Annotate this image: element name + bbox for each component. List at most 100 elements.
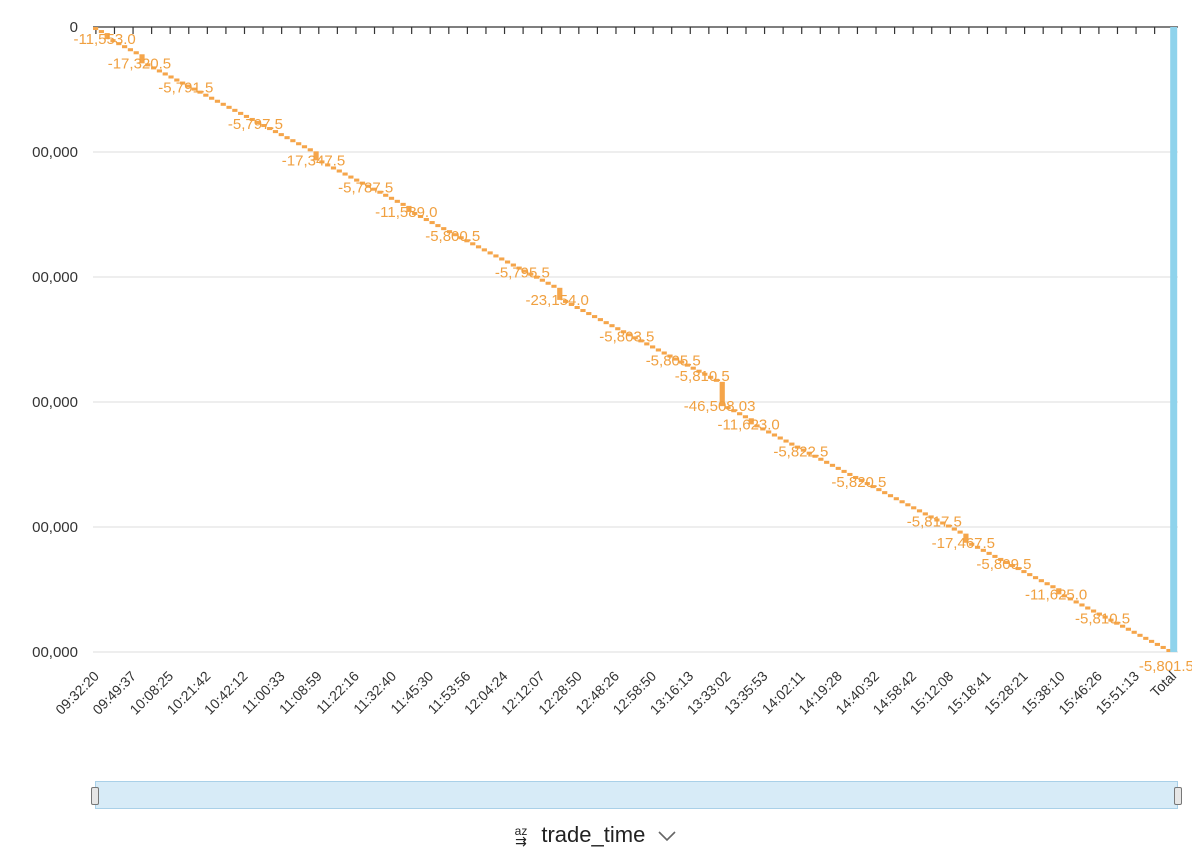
y-tick-label: 00,000 bbox=[32, 644, 78, 661]
x-axis-tick-labels: 09:32:2009:49:3710:08:2510:21:4210:42:12… bbox=[52, 668, 1179, 718]
waterfall-bar bbox=[528, 272, 534, 276]
waterfall-bar bbox=[371, 187, 377, 191]
waterfall-bar bbox=[162, 72, 168, 76]
waterfall-bar bbox=[1009, 563, 1015, 568]
data-label: -5,795.5 bbox=[495, 265, 550, 282]
waterfall-bar bbox=[278, 133, 284, 137]
waterfall-bar bbox=[864, 482, 870, 486]
waterfall-bar bbox=[806, 451, 812, 455]
waterfall-bar bbox=[574, 305, 580, 310]
waterfall-bar bbox=[301, 145, 308, 149]
waterfall-bar bbox=[998, 557, 1004, 561]
data-label: -17,347.5 bbox=[282, 152, 345, 169]
waterfall-bar bbox=[771, 433, 778, 437]
waterfall-bar bbox=[1131, 630, 1137, 634]
chevron-down-icon[interactable] bbox=[657, 830, 677, 842]
waterfall-bar bbox=[1067, 597, 1073, 601]
waterfall-bar bbox=[516, 266, 522, 270]
waterfall-bar bbox=[1108, 618, 1114, 622]
y-tick-label: 0 bbox=[70, 19, 78, 36]
data-label: -5,800.5 bbox=[425, 228, 480, 245]
waterfall-bar bbox=[650, 345, 656, 349]
waterfall-bar bbox=[1143, 636, 1149, 640]
total-bar bbox=[1170, 27, 1178, 652]
waterfall-bar bbox=[1021, 570, 1027, 574]
waterfall-bar bbox=[470, 242, 476, 246]
waterfall-bar bbox=[458, 236, 464, 240]
waterfall-bar bbox=[197, 90, 203, 94]
range-slider-right-handle[interactable] bbox=[1174, 787, 1182, 805]
waterfall-bar bbox=[731, 409, 737, 413]
waterfall-bar bbox=[679, 360, 685, 364]
waterfall-bar bbox=[127, 48, 134, 52]
data-labels: -11,553.0 -17,320.5 -5,791.5 -5,797.5 -17,34… bbox=[73, 31, 1192, 675]
waterfall-bar bbox=[191, 87, 197, 91]
data-label: -46,508.03 bbox=[684, 398, 756, 415]
waterfall-bar bbox=[1154, 642, 1160, 646]
waterfall-bar bbox=[632, 336, 638, 340]
waterfall-bar bbox=[957, 530, 963, 534]
waterfall-bar bbox=[992, 554, 998, 558]
waterfall-bar bbox=[1160, 645, 1166, 649]
waterfall-bar bbox=[760, 427, 766, 431]
data-label: -11,589.0 bbox=[375, 204, 437, 221]
range-slider[interactable] bbox=[91, 781, 1182, 809]
data-label: -5,817.5 bbox=[907, 513, 962, 530]
data-label: -5,822.5 bbox=[773, 444, 828, 461]
waterfall-bar bbox=[441, 227, 447, 231]
waterfall-bar bbox=[487, 251, 493, 255]
field-selector[interactable]: az ⇉ trade_time bbox=[0, 822, 1192, 848]
data-label: -5,797.5 bbox=[228, 116, 283, 133]
waterfall-bar bbox=[644, 342, 650, 346]
waterfall-bar bbox=[133, 51, 139, 55]
y-tick-label: 00,000 bbox=[32, 269, 78, 286]
waterfall-bar bbox=[882, 491, 888, 495]
waterfall-bar bbox=[446, 230, 453, 234]
waterfall-bar bbox=[609, 324, 615, 328]
waterfall-bar bbox=[185, 84, 192, 88]
waterfall-bar bbox=[1044, 582, 1050, 586]
waterfall-bar bbox=[93, 27, 99, 31]
waterfall-bar bbox=[510, 263, 516, 267]
waterfall-bar bbox=[783, 439, 789, 443]
waterfall-bar bbox=[841, 469, 847, 473]
waterfall-bar bbox=[603, 321, 609, 325]
waterfall-bar bbox=[1090, 609, 1097, 613]
waterfall-bar bbox=[1125, 627, 1131, 631]
waterfall-bar bbox=[789, 442, 795, 446]
waterfall-bar bbox=[911, 506, 917, 510]
waterfall-bar bbox=[1102, 615, 1108, 619]
x-axis bbox=[93, 26, 1178, 34]
data-label: -17,320.5 bbox=[108, 55, 171, 72]
waterfall-bar bbox=[586, 312, 592, 316]
waterfall-bar bbox=[818, 457, 824, 461]
waterfall-bar bbox=[1003, 560, 1010, 564]
waterfall-bar bbox=[708, 375, 714, 379]
waterfall-bar bbox=[255, 120, 261, 125]
waterfall-bar bbox=[557, 287, 563, 300]
waterfall-bar bbox=[829, 463, 836, 467]
data-label: -5,805.5 bbox=[646, 353, 701, 370]
waterfall-bar bbox=[394, 199, 400, 203]
waterfall-bar bbox=[330, 166, 337, 170]
waterfall-bar bbox=[615, 327, 621, 331]
waterfall-bar bbox=[272, 130, 279, 134]
waterfall-bar bbox=[493, 254, 499, 258]
waterfall-bar bbox=[690, 366, 696, 370]
waterfall-bar bbox=[655, 348, 662, 352]
data-label: -17,467.5 bbox=[932, 535, 995, 552]
waterfall-bar bbox=[795, 445, 801, 449]
az-sort-icon[interactable]: az ⇉ bbox=[514, 824, 528, 850]
waterfall-bar bbox=[151, 66, 157, 70]
data-label: -5,801.5 bbox=[1139, 658, 1192, 675]
waterfall-bar bbox=[922, 512, 928, 516]
waterfall-bar bbox=[551, 284, 557, 288]
waterfall-bar bbox=[858, 478, 865, 483]
waterfall-bar bbox=[824, 460, 830, 464]
waterfall-bar bbox=[464, 239, 470, 243]
data-label: -5,809.5 bbox=[976, 556, 1031, 573]
range-slider-left-handle[interactable] bbox=[91, 787, 99, 805]
waterfall-bars bbox=[93, 27, 1178, 652]
waterfall-bar bbox=[209, 96, 215, 100]
field-name: trade_time bbox=[541, 822, 646, 847]
